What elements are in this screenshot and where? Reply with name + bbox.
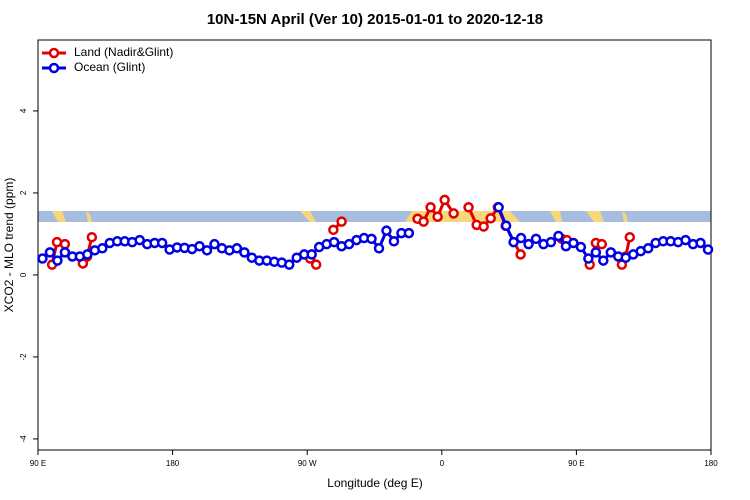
point bbox=[642, 243, 654, 254]
point bbox=[209, 238, 220, 250]
x-axis-title: Longitude (deg E) bbox=[327, 476, 422, 490]
point bbox=[403, 227, 415, 239]
point bbox=[373, 243, 385, 254]
point bbox=[596, 238, 608, 250]
point bbox=[680, 234, 691, 246]
point bbox=[194, 240, 205, 252]
y-tick-label: -4 bbox=[19, 435, 28, 443]
point bbox=[500, 220, 512, 231]
point bbox=[530, 233, 542, 245]
point bbox=[82, 249, 93, 260]
point bbox=[515, 249, 526, 260]
y-tick-label: -2 bbox=[19, 353, 28, 361]
point bbox=[493, 202, 504, 213]
point bbox=[553, 230, 564, 242]
point bbox=[388, 236, 400, 247]
point bbox=[439, 194, 450, 206]
point bbox=[44, 247, 56, 258]
ocean-band bbox=[38, 211, 711, 222]
x-tick-label: 90 E bbox=[568, 459, 584, 468]
plot-frame bbox=[37, 39, 712, 451]
x-tick-label: 90 W bbox=[298, 459, 317, 468]
point bbox=[463, 202, 474, 213]
point bbox=[156, 237, 168, 249]
point bbox=[239, 247, 250, 258]
y-axis-title: XCO2 - MLO trend (ppm) bbox=[2, 178, 16, 313]
point bbox=[328, 236, 340, 248]
point bbox=[523, 238, 534, 250]
point bbox=[702, 244, 714, 255]
point bbox=[590, 247, 602, 258]
point bbox=[598, 255, 609, 266]
point bbox=[575, 241, 587, 253]
legend-marker bbox=[48, 62, 60, 74]
legend-label: Land (Nadir&Glint) bbox=[74, 45, 173, 59]
point bbox=[231, 243, 243, 254]
y-tick-label: 4 bbox=[19, 108, 28, 113]
point bbox=[545, 236, 557, 248]
legend-marker bbox=[48, 47, 60, 59]
point bbox=[343, 238, 355, 250]
point bbox=[425, 202, 436, 213]
y-tick-label: 2 bbox=[19, 190, 28, 195]
point bbox=[605, 247, 617, 258]
point bbox=[418, 216, 429, 227]
point bbox=[515, 232, 527, 244]
point bbox=[624, 231, 636, 243]
point bbox=[485, 213, 496, 224]
map-strip bbox=[38, 211, 711, 222]
point bbox=[508, 236, 519, 248]
point bbox=[583, 253, 594, 264]
point bbox=[59, 247, 71, 258]
land-shapes bbox=[52, 211, 628, 222]
x-tick-label: 0 bbox=[440, 459, 445, 468]
point bbox=[201, 245, 213, 256]
chart-title: 10N-15N April (Ver 10) 2015-01-01 to 202… bbox=[207, 11, 543, 28]
point bbox=[37, 253, 48, 264]
point bbox=[366, 233, 377, 245]
series-line bbox=[50, 196, 632, 266]
point bbox=[695, 237, 706, 249]
x-tick-label: 180 bbox=[704, 459, 718, 468]
point bbox=[568, 237, 579, 249]
point bbox=[432, 211, 443, 222]
point bbox=[86, 231, 98, 243]
point bbox=[306, 249, 317, 260]
point bbox=[448, 208, 459, 219]
point bbox=[52, 255, 63, 266]
point bbox=[328, 224, 339, 236]
point bbox=[284, 259, 295, 270]
point bbox=[336, 216, 347, 227]
point bbox=[97, 243, 108, 254]
x-tick-label: 90 E bbox=[30, 459, 46, 468]
point bbox=[134, 234, 145, 246]
x-tick-label: 180 bbox=[166, 459, 180, 468]
legend-label: Ocean (Glint) bbox=[74, 60, 145, 74]
point bbox=[381, 225, 392, 236]
point bbox=[310, 259, 322, 270]
point bbox=[478, 221, 489, 232]
y-tick-label: 0 bbox=[19, 272, 28, 277]
point bbox=[59, 238, 71, 250]
